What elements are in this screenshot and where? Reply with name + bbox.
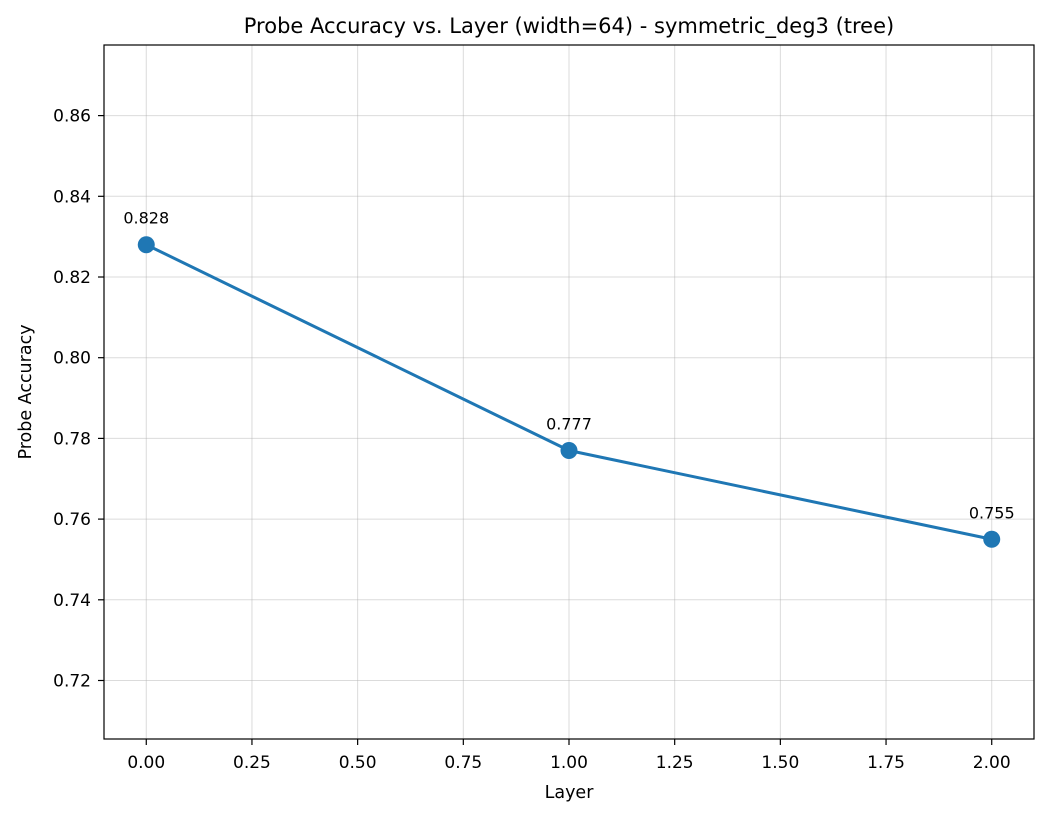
y-tick-label: 0.72 [53,671,91,691]
y-tick-label: 0.80 [53,349,91,369]
grid [104,45,1034,739]
x-tick-label: 1.25 [656,753,694,773]
y-tick-label: 0.86 [53,107,91,127]
y-tick-label: 0.82 [53,268,91,288]
data-label: 0.755 [969,503,1015,522]
y-tick-label: 0.76 [53,510,91,530]
x-tick-label: 0.25 [233,753,271,773]
data-label: 0.828 [123,209,169,228]
y-axis-label: Probe Accuracy [16,324,36,459]
data-point [560,442,578,460]
data-point [137,236,155,254]
y-tick-label: 0.84 [53,187,91,207]
x-tick-label: 1.00 [550,753,588,773]
x-axis-label: Layer [545,783,595,803]
x-tick-label: 2.00 [973,753,1011,773]
data-point [983,530,1001,548]
x-tick-label: 1.75 [867,753,905,773]
data-label: 0.777 [546,415,592,434]
x-tick-label: 0.75 [444,753,482,773]
axis-ticks: 0.00 0.25 0.50 0.75 1.00 1.25 1.50 1.75 2.00 0.72… [53,107,1011,773]
y-tick-label: 0.78 [53,429,91,449]
data-series: 0.828 0.777 0.755 [123,209,1015,548]
chart-title: Probe Accuracy vs. Layer (width=64) - sy… [244,14,894,39]
x-tick-label: 0.50 [339,753,377,773]
x-tick-label: 1.50 [761,753,799,773]
x-tick-label: 0.00 [127,753,165,773]
y-tick-label: 0.74 [53,591,91,611]
